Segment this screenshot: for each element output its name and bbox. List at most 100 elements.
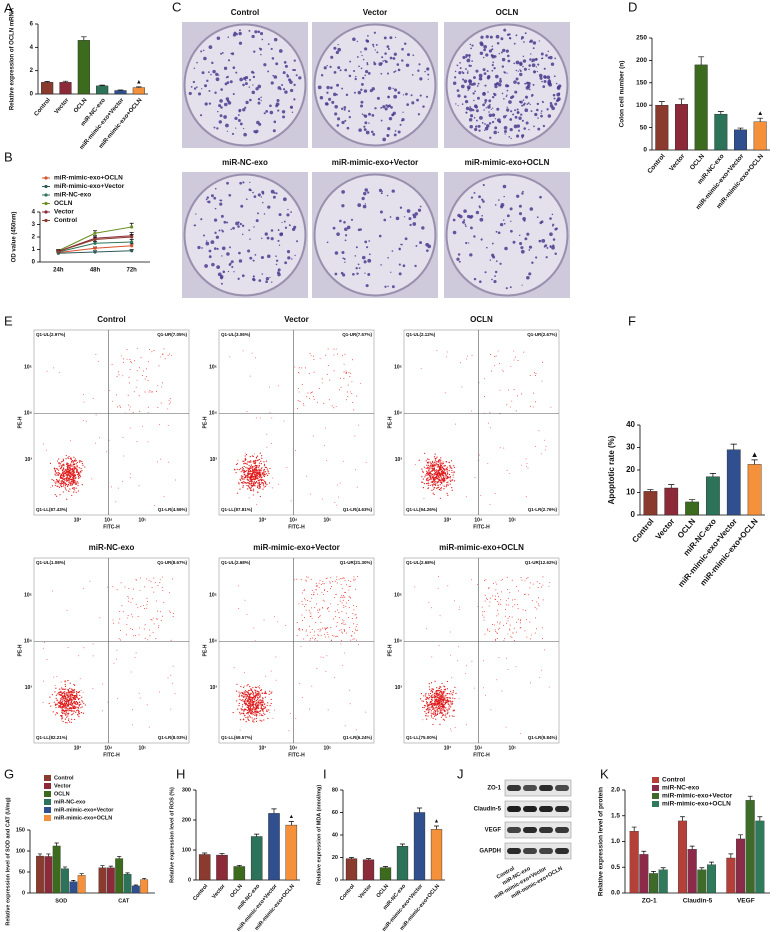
significance-marker: ▲ (434, 818, 439, 824)
flow-title: miR-mimic-exo+Vector (253, 543, 339, 552)
event-dot (426, 709, 427, 710)
event-dot (431, 688, 432, 689)
event-dot (309, 626, 310, 627)
event-dot (66, 479, 67, 480)
colony (196, 62, 198, 64)
event-dot (74, 490, 75, 491)
colony (490, 36, 493, 39)
colony (223, 271, 226, 274)
colony (333, 227, 336, 230)
event-dot (306, 630, 307, 631)
colony (392, 88, 393, 89)
event-dot (527, 467, 528, 468)
event-dot (258, 467, 259, 468)
event-dot (541, 587, 542, 588)
event-dot (349, 586, 350, 587)
event-dot (439, 473, 440, 474)
colony (355, 78, 357, 80)
colony (229, 264, 231, 266)
colony (514, 91, 517, 94)
y-tick-label: 0 (22, 890, 25, 896)
colony (219, 120, 222, 123)
colony (483, 68, 486, 71)
colony (334, 112, 337, 115)
event-dot (526, 578, 527, 579)
event-dot (298, 400, 299, 401)
event-dot (538, 597, 539, 598)
plate (185, 25, 306, 146)
event-dot (135, 635, 136, 636)
colony (334, 71, 337, 74)
event-dot (535, 632, 536, 633)
event-dot (71, 465, 72, 466)
colony (531, 110, 533, 112)
event-dot (76, 460, 77, 461)
colony (360, 89, 362, 91)
colony (212, 70, 215, 73)
event-dot (66, 489, 67, 490)
legend-label: miR-NC-exo (54, 799, 86, 805)
event-dot (161, 620, 162, 621)
event-dot (56, 472, 57, 473)
colony (370, 89, 373, 92)
event-dot (117, 376, 118, 377)
quadrant-label: Q1-UR(7.57%) (342, 332, 372, 337)
event-dot (251, 468, 252, 469)
colony (496, 260, 498, 262)
event-dot (441, 469, 442, 470)
colony (205, 242, 209, 246)
event-dot (438, 466, 439, 467)
point (93, 232, 96, 235)
event-dot (266, 434, 267, 435)
event-dot (426, 713, 427, 714)
event-dot (434, 474, 435, 475)
event-dot (250, 460, 251, 461)
event-dot (323, 594, 324, 595)
event-dot (436, 690, 437, 691)
colony (537, 64, 539, 66)
point (130, 249, 133, 252)
event-dot (448, 702, 449, 703)
colony (360, 105, 363, 108)
event-dot (66, 469, 67, 470)
event-dot (429, 466, 430, 467)
colony (516, 34, 518, 36)
event-dot (443, 719, 444, 720)
event-dot (250, 470, 251, 471)
event-dot (313, 396, 314, 397)
event-dot (76, 694, 77, 695)
colony (502, 93, 504, 95)
event-dot (70, 465, 71, 466)
y-axis-label: PE-H (17, 416, 23, 428)
event-dot (251, 693, 252, 694)
event-dot (267, 468, 268, 469)
event-dot (431, 656, 432, 657)
event-dot (60, 485, 61, 486)
colony (487, 105, 490, 108)
event-dot (95, 354, 96, 355)
event-dot (436, 694, 437, 695)
event-dot (128, 377, 129, 378)
colony (394, 133, 397, 136)
event-dot (259, 465, 260, 466)
colony (327, 241, 329, 243)
event-dot (429, 709, 430, 710)
event-dot (450, 467, 451, 468)
colony (218, 266, 219, 267)
event-dot (429, 707, 430, 708)
colony (366, 246, 368, 248)
colony (392, 285, 395, 288)
event-dot (427, 458, 428, 459)
colony (542, 85, 545, 88)
error-bar (80, 874, 84, 876)
event-dot (59, 703, 60, 704)
event-dot (296, 579, 297, 580)
colony (427, 245, 431, 249)
event-dot (64, 691, 65, 692)
event-dot (444, 720, 445, 721)
event-dot (254, 476, 255, 477)
event-dot (124, 587, 125, 588)
bar (675, 104, 688, 150)
colony (521, 250, 525, 254)
event-dot (149, 391, 150, 392)
